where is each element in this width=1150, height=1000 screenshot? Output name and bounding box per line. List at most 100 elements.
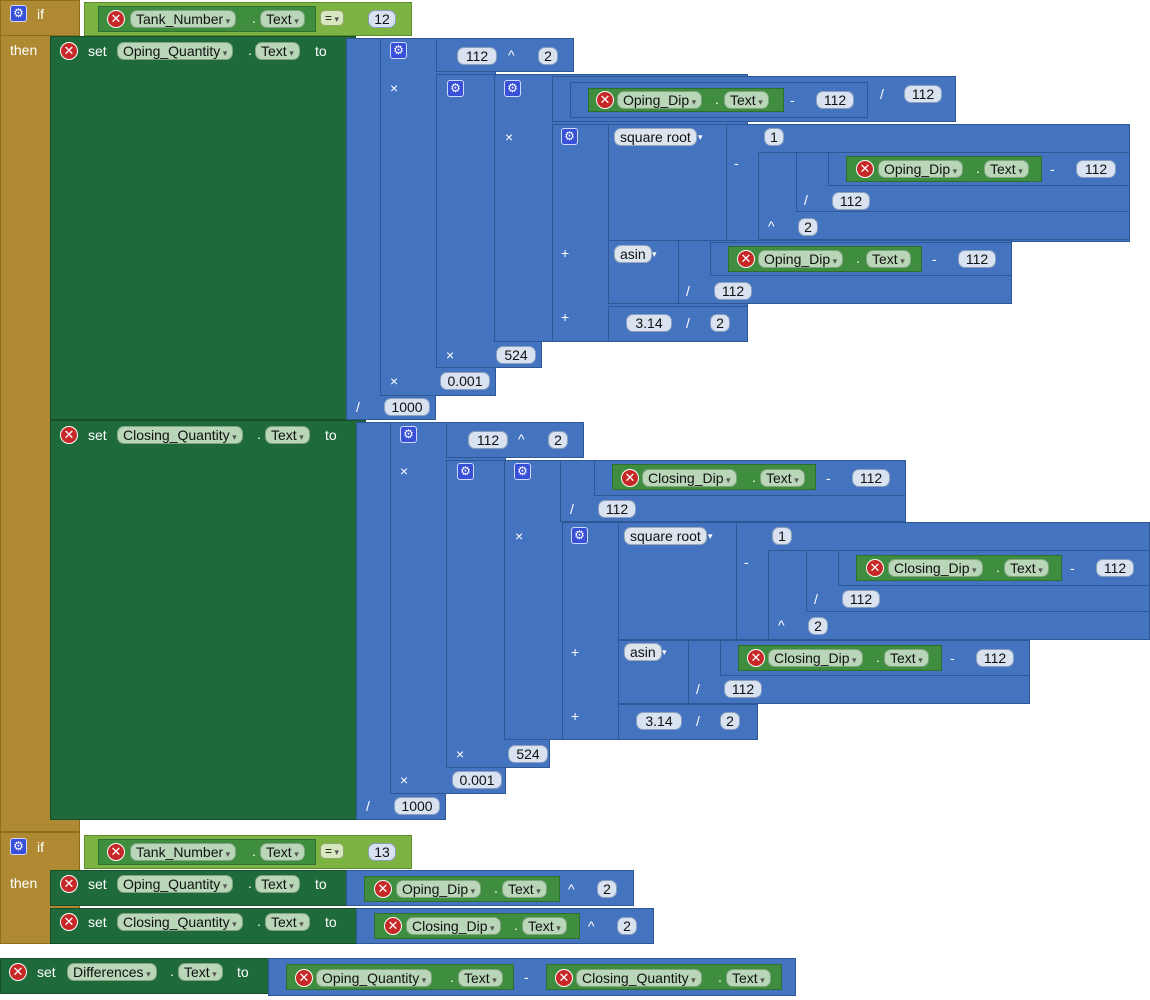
number-2[interactable]: 2	[597, 880, 617, 898]
property-dropdown[interactable]: Text	[724, 91, 769, 109]
number-0001[interactable]: 0.001	[440, 372, 490, 390]
number-112[interactable]: 112	[904, 85, 942, 103]
property-dropdown[interactable]: Text	[884, 649, 929, 667]
then-label: then	[10, 875, 38, 891]
property-dropdown[interactable]: Text	[984, 160, 1029, 178]
property-dropdown[interactable]: Text	[502, 880, 547, 898]
number-1000[interactable]: 1000	[384, 398, 430, 416]
number-1[interactable]: 1	[764, 128, 784, 146]
chevron-down-icon[interactable]: ▾	[652, 249, 657, 259]
number-2[interactable]: 2	[808, 617, 828, 635]
chevron-down-icon[interactable]: ▾	[662, 647, 667, 657]
component-dropdown[interactable]: Differences	[67, 963, 157, 981]
set-oping-quantity-block[interactable]	[50, 36, 356, 420]
property-dropdown[interactable]: Text	[260, 10, 305, 28]
number-112[interactable]: 112	[958, 250, 996, 268]
number-314[interactable]: 3.14	[626, 314, 672, 332]
component-dropdown[interactable]: Oping_Quantity	[117, 875, 234, 893]
gear-icon[interactable]: ⚙	[561, 128, 578, 145]
number-112[interactable]: 112	[842, 590, 880, 608]
sqrt-dropdown[interactable]: square root	[624, 527, 707, 545]
number-2[interactable]: 2	[720, 712, 740, 730]
number-2[interactable]: 2	[548, 431, 568, 449]
number-112[interactable]: 112	[852, 469, 890, 487]
gear-icon[interactable]: ⚙	[390, 42, 407, 59]
to-label: to	[325, 914, 337, 930]
gear-icon[interactable]: ⚙	[447, 80, 464, 97]
number-524[interactable]: 524	[496, 346, 536, 364]
component-dropdown[interactable]: Closing_Dip	[768, 649, 863, 667]
component-dropdown[interactable]: Oping_Dip	[396, 880, 482, 898]
number-12[interactable]: 12	[368, 10, 396, 28]
number-112[interactable]: 112	[724, 680, 762, 698]
property-dropdown[interactable]: Text	[522, 917, 567, 935]
eq-operator-dropdown[interactable]: =	[320, 843, 345, 859]
number-112[interactable]: 112	[1096, 559, 1134, 577]
dot-label: .	[976, 160, 980, 176]
gear-icon[interactable]: ⚙	[10, 5, 27, 22]
number-2[interactable]: 2	[798, 218, 818, 236]
number-2[interactable]: 2	[538, 47, 558, 65]
component-dropdown[interactable]: Oping_Dip	[878, 160, 964, 178]
number-2[interactable]: 2	[617, 917, 637, 935]
property-dropdown[interactable]: Text	[866, 250, 911, 268]
number-112[interactable]: 112	[832, 192, 870, 210]
asin-dropdown[interactable]: asin	[614, 245, 652, 263]
dot-label: .	[718, 969, 722, 985]
number-112[interactable]: 112	[714, 282, 752, 300]
gear-icon[interactable]: ⚙	[400, 426, 417, 443]
gear-icon[interactable]: ⚙	[10, 838, 27, 855]
eq-operator-dropdown[interactable]: =	[320, 10, 345, 26]
pow-operator: ^	[568, 881, 575, 897]
gear-icon[interactable]: ⚙	[504, 80, 521, 97]
chevron-down-icon[interactable]: ▾	[708, 531, 713, 541]
number-13[interactable]: 13	[368, 843, 396, 861]
sqrt-dropdown[interactable]: square root	[614, 128, 697, 146]
component-dropdown[interactable]: Closing_Quantity	[117, 913, 243, 931]
property-dropdown[interactable]: Text	[265, 913, 310, 931]
gear-icon[interactable]: ⚙	[457, 463, 474, 480]
component-dropdown[interactable]: Closing_Quantity	[117, 426, 243, 444]
gear-icon[interactable]: ⚙	[514, 463, 531, 480]
div-operator: /	[696, 681, 700, 697]
number-0001[interactable]: 0.001	[452, 771, 502, 789]
asin-dropdown[interactable]: asin	[624, 643, 662, 661]
component-dropdown[interactable]: Tank_Number	[130, 10, 237, 28]
property-dropdown[interactable]: Text	[260, 843, 305, 861]
chevron-down-icon[interactable]: ▾	[698, 132, 703, 142]
property-dropdown[interactable]: Text	[178, 963, 223, 981]
dot-label: .	[252, 10, 256, 26]
number-2[interactable]: 2	[710, 314, 730, 332]
property-dropdown[interactable]: Text	[726, 969, 771, 987]
number-112[interactable]: 112	[598, 500, 636, 518]
set-closing-quantity-block[interactable]	[50, 420, 366, 820]
number-314[interactable]: 3.14	[636, 712, 682, 730]
component-dropdown[interactable]: Oping_Quantity	[316, 969, 433, 987]
minus-operator: -	[1050, 161, 1055, 177]
component-dropdown[interactable]: Oping_Dip	[758, 250, 844, 268]
component-dropdown[interactable]: Closing_Dip	[406, 917, 501, 935]
component-dropdown[interactable]: Oping_Dip	[617, 91, 703, 109]
component-dropdown[interactable]: Closing_Dip	[888, 559, 983, 577]
property-dropdown[interactable]: Text	[255, 42, 300, 60]
property-dropdown[interactable]: Text	[760, 469, 805, 487]
component-dropdown[interactable]: Closing_Dip	[642, 469, 737, 487]
number-524[interactable]: 524	[508, 745, 548, 763]
if-label: if	[37, 6, 44, 22]
number-112[interactable]: 112	[816, 91, 854, 109]
number-112[interactable]: 112	[468, 431, 508, 449]
number-112[interactable]: 112	[457, 47, 497, 65]
property-dropdown[interactable]: Text	[458, 969, 503, 987]
component-dropdown[interactable]: Closing_Quantity	[576, 969, 702, 987]
property-dropdown[interactable]: Text	[265, 426, 310, 444]
property-dropdown[interactable]: Text	[1004, 559, 1049, 577]
number-112[interactable]: 112	[976, 649, 1014, 667]
component-dropdown[interactable]: Tank_Number	[130, 843, 237, 861]
number-112[interactable]: 112	[1076, 160, 1116, 178]
component-dropdown[interactable]: Oping_Quantity	[117, 42, 234, 60]
gear-icon[interactable]: ⚙	[571, 527, 588, 544]
number-1[interactable]: 1	[772, 527, 792, 545]
div-operator: /	[814, 591, 818, 607]
property-dropdown[interactable]: Text	[255, 875, 300, 893]
number-1000[interactable]: 1000	[394, 797, 440, 815]
